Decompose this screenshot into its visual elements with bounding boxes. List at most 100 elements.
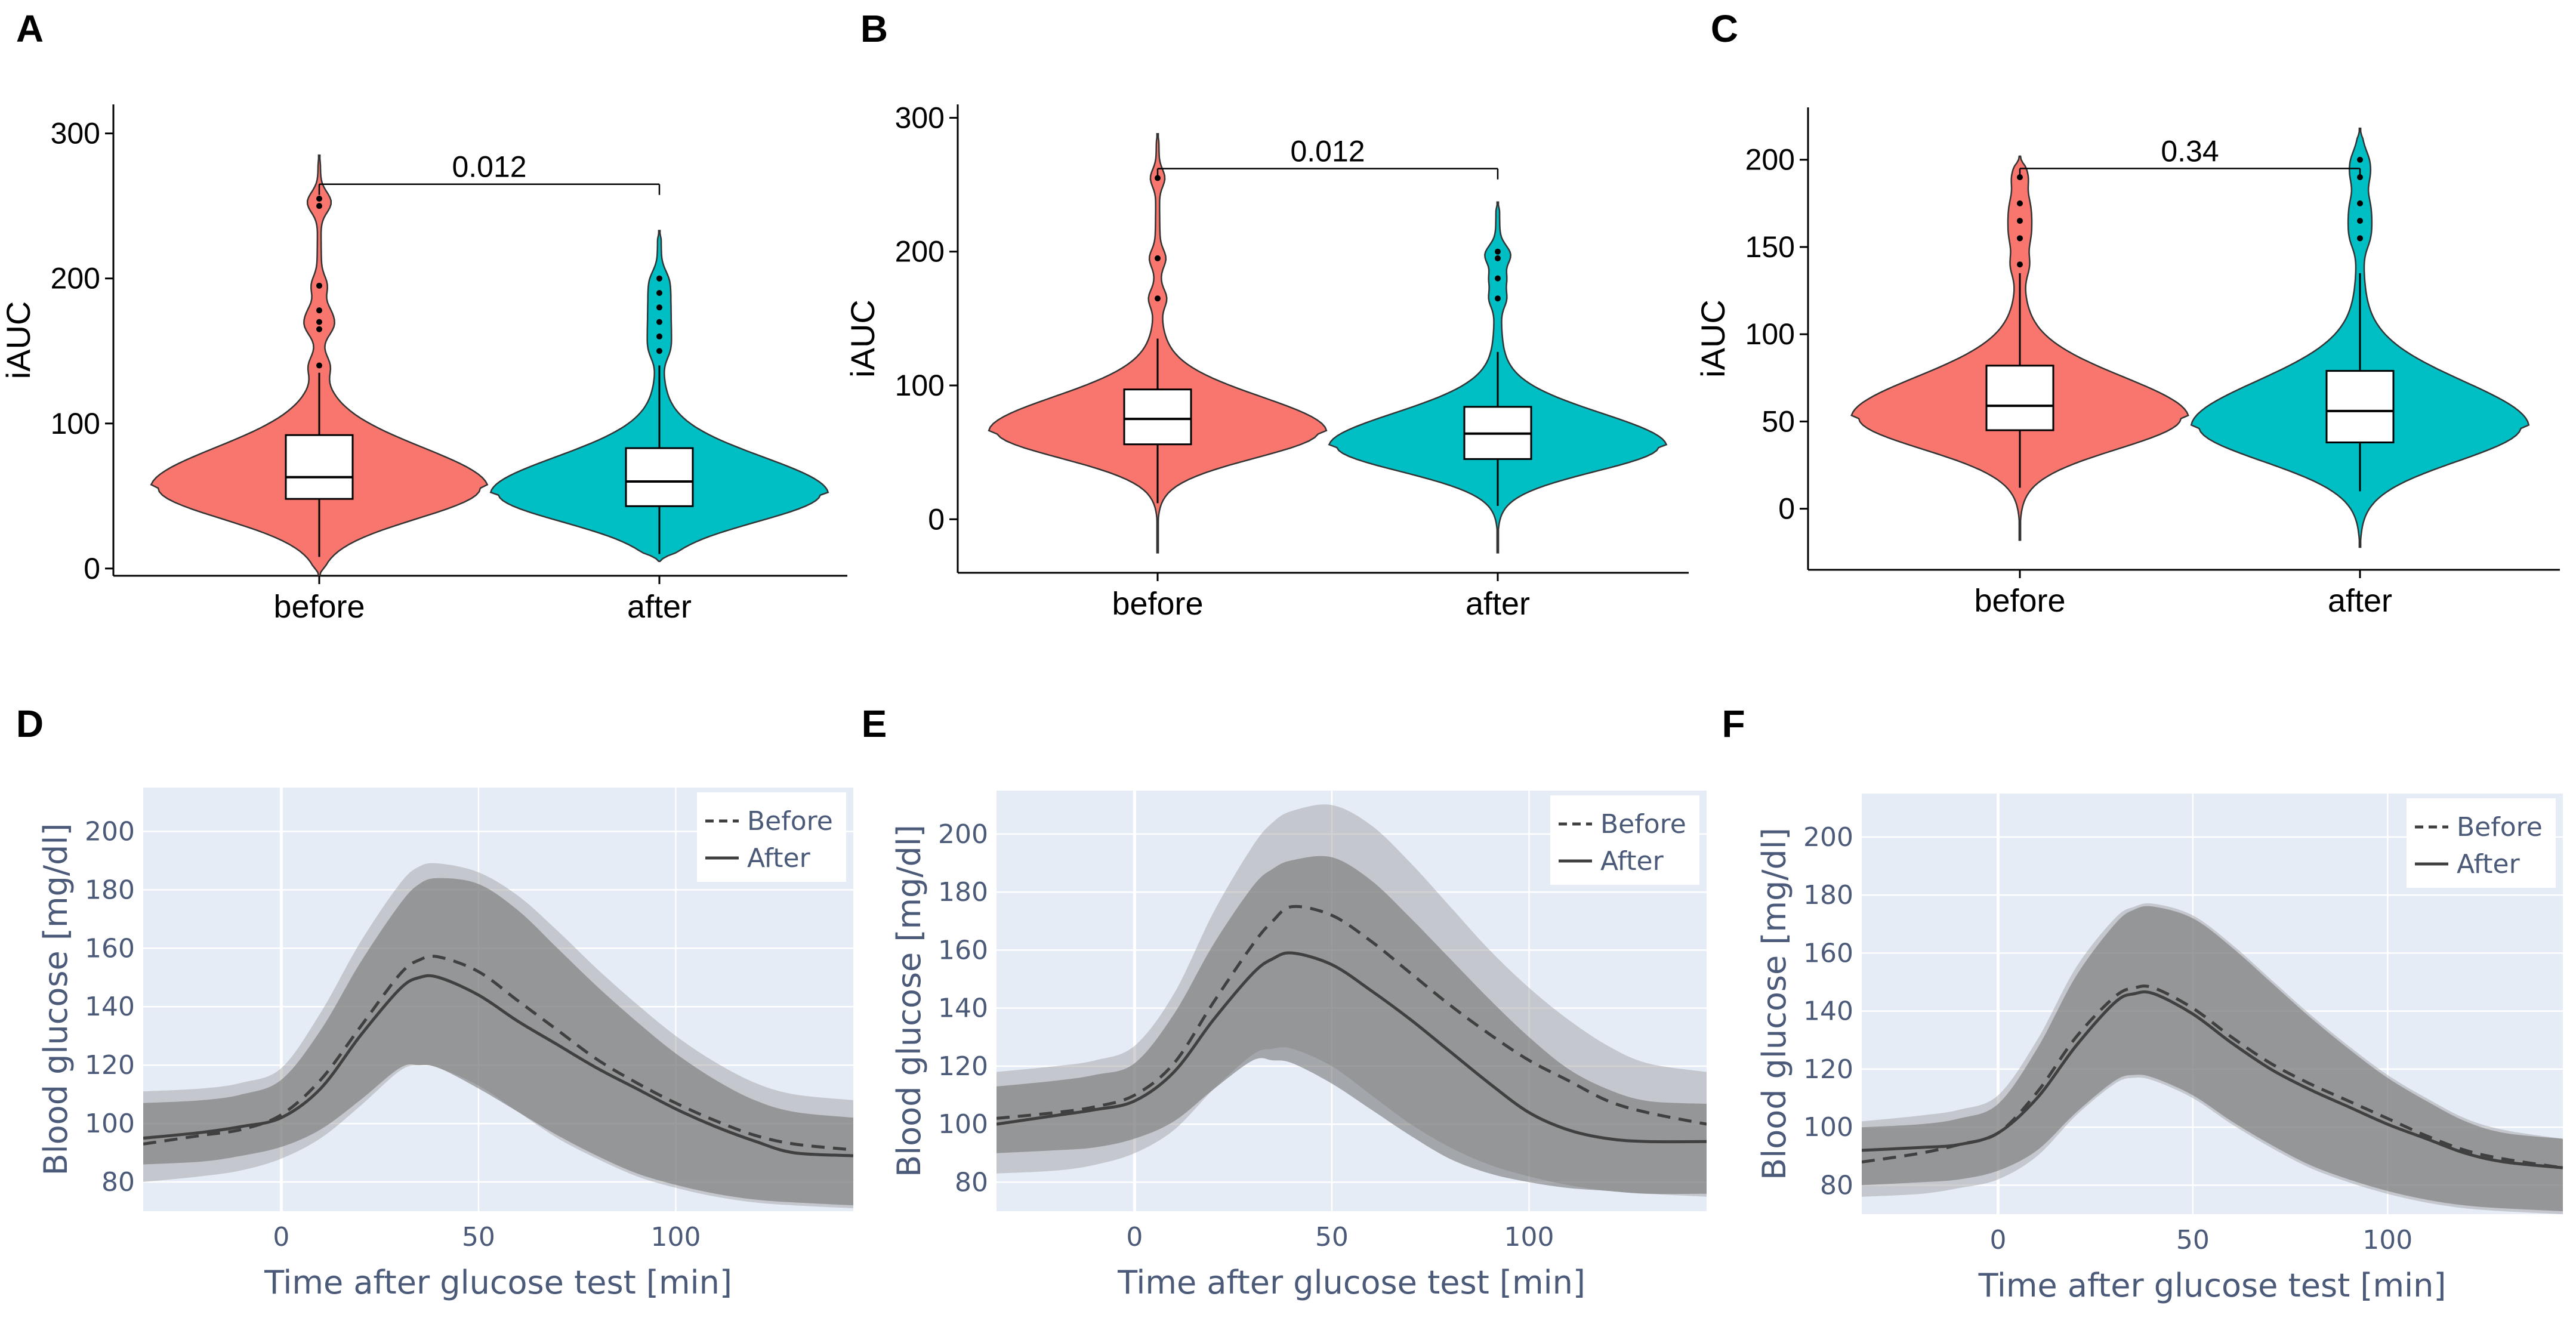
- x-tick-label: 50: [1315, 1222, 1349, 1252]
- y-tick-label: 140: [85, 992, 135, 1022]
- outlier-point: [656, 319, 662, 325]
- legend-label-after: After: [1600, 846, 1664, 876]
- y-tick-label: 300: [51, 117, 100, 150]
- y-tick-label: 100: [1803, 1112, 1853, 1143]
- plot-area: [1862, 903, 2563, 1214]
- line-panel-F: F 80 100 120 140 160 180 200 0 50 100 Time after gl…: [1722, 702, 2563, 1304]
- outlier-point: [2017, 218, 2023, 224]
- line-before: [997, 905, 1707, 1126]
- y-tick-label: 160: [938, 935, 988, 965]
- outlier-point: [656, 275, 662, 282]
- y-tick-label: 0: [928, 502, 945, 536]
- legend: Before After: [697, 792, 846, 882]
- legend: Before After: [2407, 798, 2556, 888]
- x-tick-label-after: after: [1466, 586, 1530, 622]
- legend-label-before: Before: [2457, 812, 2543, 842]
- outlier-point: [316, 282, 322, 289]
- legend-label-after: After: [747, 843, 811, 873]
- y-tick-label: 100: [85, 1109, 135, 1139]
- legend-background: [2407, 798, 2556, 888]
- band-after: [143, 878, 853, 1206]
- line-after: [143, 974, 853, 1158]
- y-tick-label: 180: [1803, 880, 1853, 910]
- y-axis-title: Blood glucose [mg/dl]: [1756, 828, 1793, 1180]
- y-tick-label: 180: [85, 875, 135, 905]
- x-tick-label: 100: [651, 1222, 701, 1252]
- outlier-point: [1495, 248, 1501, 255]
- outlier-point: [1495, 275, 1501, 282]
- outlier-point: [1155, 255, 1161, 261]
- outlier-point: [656, 348, 662, 354]
- x-tick-label-after: after: [2328, 583, 2392, 619]
- y-axis-title: Blood glucose [mg/dl]: [37, 823, 75, 1176]
- y-tick-label: 180: [938, 877, 988, 908]
- x-tick-label-before: before: [273, 589, 365, 625]
- x-tick-label: 50: [2176, 1225, 2210, 1255]
- y-tick-label: 150: [1745, 230, 1795, 264]
- outlier-point: [2357, 218, 2363, 224]
- x-tick-label: 100: [1504, 1222, 1554, 1252]
- line-panel-E: E 80 100 120 140 160 180 200 0 50 100 Time after gl…: [862, 702, 1707, 1301]
- outlier-point: [316, 203, 322, 209]
- y-tick-label: 0: [1778, 492, 1795, 526]
- legend-background: [697, 792, 846, 882]
- box-before: [1985, 365, 2054, 431]
- line-panel-D: D 80 100 120 140 160 180 200 0 50 100 Time after gl…: [16, 702, 853, 1301]
- x-axis-title: Time after glucose test [min]: [1978, 1267, 2447, 1304]
- outlier-point: [1495, 295, 1501, 302]
- y-tick-label: 100: [895, 369, 945, 402]
- x-tick-label: 0: [273, 1222, 289, 1252]
- x-tick-label-before: before: [1974, 583, 2065, 619]
- band-after: [1862, 906, 2563, 1212]
- outlier-point: [2357, 156, 2363, 163]
- x-axis-title: Time after glucose test [min]: [264, 1264, 732, 1301]
- y-tick-label: 0: [84, 552, 100, 585]
- y-tick-label: 50: [1761, 405, 1795, 438]
- outlier-point: [2017, 200, 2023, 206]
- y-tick-label: 200: [51, 262, 100, 295]
- outlier-point: [316, 196, 322, 202]
- y-tick-label: 160: [85, 933, 135, 964]
- legend-background: [1550, 795, 1699, 885]
- outlier-point: [1495, 255, 1501, 261]
- outlier-point: [2357, 235, 2363, 242]
- y-tick-label: 80: [955, 1167, 988, 1197]
- x-tick-label-after: after: [627, 589, 692, 625]
- x-tick-label: 0: [1126, 1222, 1143, 1252]
- x-tick-label: 0: [1989, 1225, 2006, 1255]
- panel-label: B: [860, 7, 888, 50]
- y-tick-label: 140: [938, 993, 988, 1024]
- panel-label: F: [1722, 702, 1745, 745]
- significance-bracket: 0.012: [1156, 135, 1499, 180]
- p-value-label: 0.012: [452, 150, 526, 184]
- p-value-label: 0.012: [1290, 135, 1365, 168]
- x-axis-title: Time after glucose test [min]: [1117, 1264, 1585, 1301]
- y-axis-title: iAUC: [1694, 300, 1732, 378]
- box-after: [625, 447, 694, 507]
- outlier-point: [2357, 200, 2363, 206]
- x-tick-label: 100: [2362, 1225, 2413, 1255]
- panel-label: C: [1711, 7, 1738, 50]
- legend-label-after: After: [2457, 849, 2521, 879]
- y-tick-label: 120: [85, 1050, 135, 1081]
- p-value-label: 0.34: [2161, 134, 2219, 168]
- panel-label: D: [16, 702, 44, 745]
- outlier-point: [316, 326, 322, 332]
- significance-bracket: 0.34: [2019, 134, 2361, 180]
- line-after: [1862, 990, 2563, 1169]
- box-before: [1123, 388, 1192, 446]
- significance-bracket: 0.012: [318, 150, 661, 195]
- outlier-point: [316, 362, 322, 369]
- box-after: [2325, 370, 2395, 444]
- y-tick-label: 200: [1745, 143, 1795, 177]
- y-tick-label: 200: [85, 816, 135, 847]
- y-tick-label: 140: [1803, 996, 1853, 1027]
- outlier-point: [656, 333, 662, 339]
- y-tick-label: 200: [938, 819, 988, 850]
- y-tick-label: 200: [895, 235, 945, 268]
- x-tick-label: 50: [462, 1222, 495, 1252]
- outlier-point: [656, 304, 662, 311]
- y-tick-label: 120: [938, 1051, 988, 1082]
- legend-label-before: Before: [747, 806, 833, 837]
